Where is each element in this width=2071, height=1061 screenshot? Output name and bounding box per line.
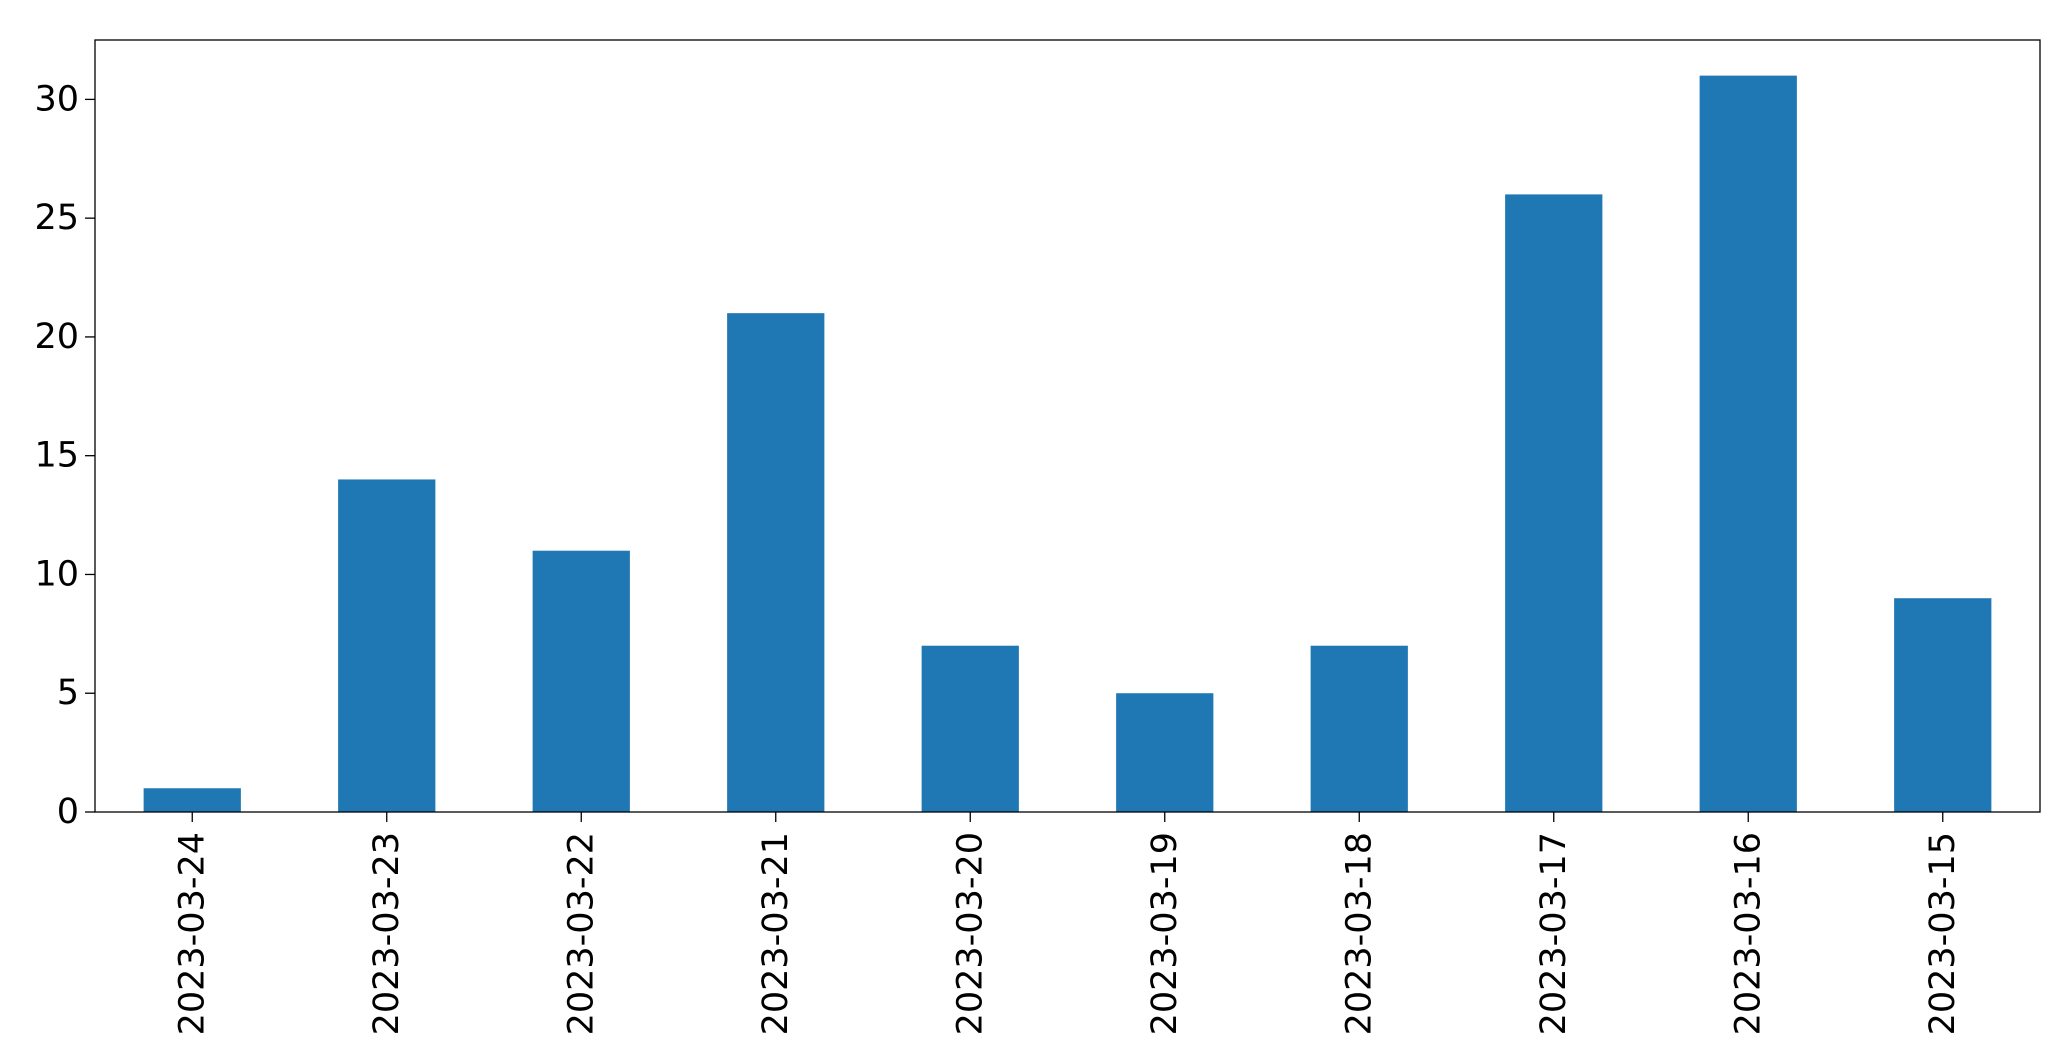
bar-2023-03-23	[338, 479, 436, 812]
x-tick-label: 2023-03-22	[561, 832, 601, 1035]
x-tick-label: 2023-03-16	[1728, 832, 1768, 1035]
x-tick-label: 2023-03-23	[367, 832, 407, 1035]
y-tick-label: 5	[57, 673, 79, 713]
bar-2023-03-16	[1699, 75, 1797, 813]
y-tick-label: 20	[34, 317, 79, 357]
x-tick-label: 2023-03-19	[1145, 832, 1185, 1035]
bars-group	[143, 75, 1992, 813]
y-axis: 0 5 10 15 20 25 30	[34, 79, 95, 832]
y-tick-label: 0	[57, 792, 79, 832]
x-tick-label: 2023-03-18	[1339, 832, 1379, 1035]
x-tick-label: 2023-03-15	[1923, 832, 1963, 1035]
y-tick-label: 25	[34, 198, 79, 238]
bar-2023-03-19	[1116, 693, 1214, 812]
y-tick-label: 15	[34, 436, 79, 476]
bar-2023-03-17	[1505, 194, 1603, 812]
x-tick-label: 2023-03-17	[1534, 832, 1574, 1035]
bar-2023-03-20	[921, 645, 1019, 812]
y-tick-label: 30	[34, 79, 79, 119]
x-axis: 2023-03-24 2023-03-23 2023-03-22 2023-03-21…	[172, 812, 1963, 1035]
x-tick-label: 2023-03-20	[950, 832, 990, 1035]
bar-2023-03-15	[1894, 598, 1992, 812]
bar-2023-03-21	[727, 313, 825, 812]
y-tick-label: 10	[34, 554, 79, 594]
bar-2023-03-24	[143, 788, 241, 812]
x-tick-label: 2023-03-24	[172, 832, 212, 1035]
x-tick-label: 2023-03-21	[756, 832, 796, 1035]
plot-frame	[94, 39, 2041, 813]
bar-2023-03-18	[1310, 645, 1408, 812]
bar-2023-03-22	[532, 550, 630, 812]
